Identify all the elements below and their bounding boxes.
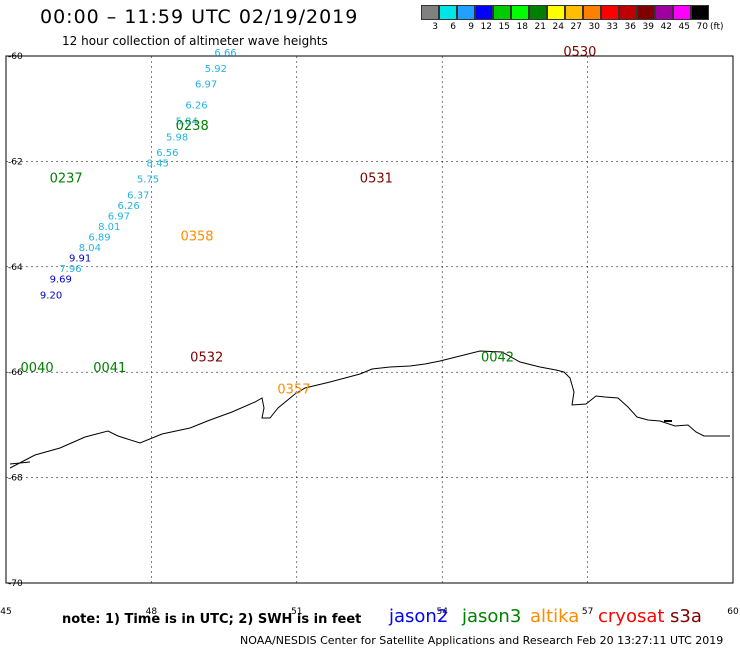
sat-altika: altika xyxy=(530,606,580,627)
coastline xyxy=(9,350,730,469)
legend-label: 39 xyxy=(642,22,654,32)
wave-height-label: 6.26 xyxy=(117,201,139,212)
map-title: 00:00 – 11:59 UTC 02/19/2019 xyxy=(40,6,359,28)
lat-tick-label: -62 xyxy=(8,157,23,167)
legend-swatch xyxy=(475,5,493,20)
map-frame xyxy=(5,55,734,584)
footer-note: note: 1) Time is in UTC; 2) SWH is in fe… xyxy=(62,612,362,627)
lon-tick-label: 48 xyxy=(146,607,158,617)
wave-height-label: 5.84 xyxy=(176,117,198,128)
legend-swatch xyxy=(619,5,637,20)
wave-height-label: 8.45 xyxy=(147,159,169,170)
legend-swatch xyxy=(511,5,529,20)
wave-height-label: 6.37 xyxy=(127,190,149,201)
track-time-label: 0357 xyxy=(277,382,310,397)
legend-swatch xyxy=(637,5,655,20)
lon-tick-label: 60 xyxy=(727,607,739,617)
legend-swatch xyxy=(601,5,619,20)
wave-height-label: 5.92 xyxy=(205,64,227,75)
track-time-label: 0358 xyxy=(180,229,213,244)
lon-tick-label: 45 xyxy=(0,607,11,617)
legend-swatch xyxy=(421,5,439,20)
legend-label: 3 xyxy=(432,22,438,32)
legend-swatch xyxy=(457,5,475,20)
sat-s3a: s3a xyxy=(670,606,702,627)
sat-jason2: jason2 xyxy=(389,606,449,627)
legend-label: 42 xyxy=(660,22,672,32)
wave-height-label: 9.91 xyxy=(69,254,91,265)
legend-swatch xyxy=(583,5,601,20)
lat-tick-label: -70 xyxy=(8,579,23,589)
legend-swatch xyxy=(655,5,673,20)
legend-label: 12 xyxy=(480,22,492,32)
legend-swatch xyxy=(439,5,457,20)
legend-label: 36 xyxy=(624,22,636,32)
legend-label: 9 xyxy=(468,22,474,32)
track-time-label: 0532 xyxy=(190,351,223,366)
legend-labels: 3 6 9 12 15 18 21 24 27 30 33 36 39 42 45 70 xyxy=(421,22,709,32)
wave-height-label: 6.89 xyxy=(88,232,110,243)
wave-height-label: 9.20 xyxy=(40,290,62,301)
legend-label: 33 xyxy=(606,22,618,32)
legend-label: 21 xyxy=(534,22,546,32)
lat-tick-label: -60 xyxy=(8,52,23,62)
legend-swatch xyxy=(691,5,709,20)
legend-label: 24 xyxy=(552,22,564,32)
legend-swatch xyxy=(547,5,565,20)
track-time-label: 0238 xyxy=(176,119,209,134)
wave-height-label: 7.96 xyxy=(59,264,81,275)
wave-height-label: 6.66 xyxy=(214,48,236,59)
wave-height-label: 8.04 xyxy=(79,243,101,254)
wave-height-label: 9.69 xyxy=(50,275,72,286)
legend-swatch xyxy=(529,5,547,20)
track-time-label: 0530 xyxy=(563,45,596,60)
wave-height-label: 5.98 xyxy=(166,132,188,143)
legend-label: 18 xyxy=(516,22,528,32)
lat-tick-label: -68 xyxy=(8,474,23,484)
track-time-label: 0237 xyxy=(50,171,83,186)
sat-jason3: jason3 xyxy=(462,606,522,627)
lon-tick-label: 51 xyxy=(291,607,302,617)
legend-label: 6 xyxy=(450,22,456,32)
wave-height-label: 5.75 xyxy=(137,174,159,185)
lat-tick-label: -64 xyxy=(8,263,23,273)
lon-tick-label: 54 xyxy=(436,607,448,617)
legend-swatch xyxy=(565,5,583,20)
legend-unit: (ft) xyxy=(710,22,724,32)
wave-height-label: 6.97 xyxy=(108,211,130,222)
legend-label: 27 xyxy=(570,22,582,32)
legend-label: 70 xyxy=(696,22,708,32)
lat-tick-label: -66 xyxy=(8,368,23,378)
wave-height-label: 6.26 xyxy=(185,101,207,112)
track-labels: 6.665.926.976.265.845.986.568.455.756.37… xyxy=(21,45,597,397)
wave-height-color-legend xyxy=(421,5,709,20)
wave-height-label: 6.56 xyxy=(156,148,178,159)
wave-height-label: 6.97 xyxy=(195,80,217,91)
track-time-label: 0040 xyxy=(21,361,54,376)
sat-cryosat: cryosat xyxy=(598,606,665,627)
axis-labels: 45 48 51 54 57 60 -60 -62 -64 -66 -68 -70 xyxy=(0,52,739,617)
credit-line: NOAA/NESDIS Center for Satellite Applica… xyxy=(240,634,724,647)
lon-tick-label: 57 xyxy=(582,607,593,617)
legend-label: 15 xyxy=(498,22,510,32)
map-grid xyxy=(5,55,734,584)
legend-swatch xyxy=(493,5,511,20)
map-subtitle: 12 hour collection of altimeter wave hei… xyxy=(62,34,328,48)
track-time-label: 0041 xyxy=(93,361,126,376)
legend-label: 45 xyxy=(678,22,690,32)
track-time-label: 0531 xyxy=(360,171,393,186)
track-time-label: 0042 xyxy=(481,351,514,366)
legend-label: 30 xyxy=(588,22,600,32)
wave-height-label: 8.01 xyxy=(98,222,120,233)
legend-swatch xyxy=(673,5,691,20)
